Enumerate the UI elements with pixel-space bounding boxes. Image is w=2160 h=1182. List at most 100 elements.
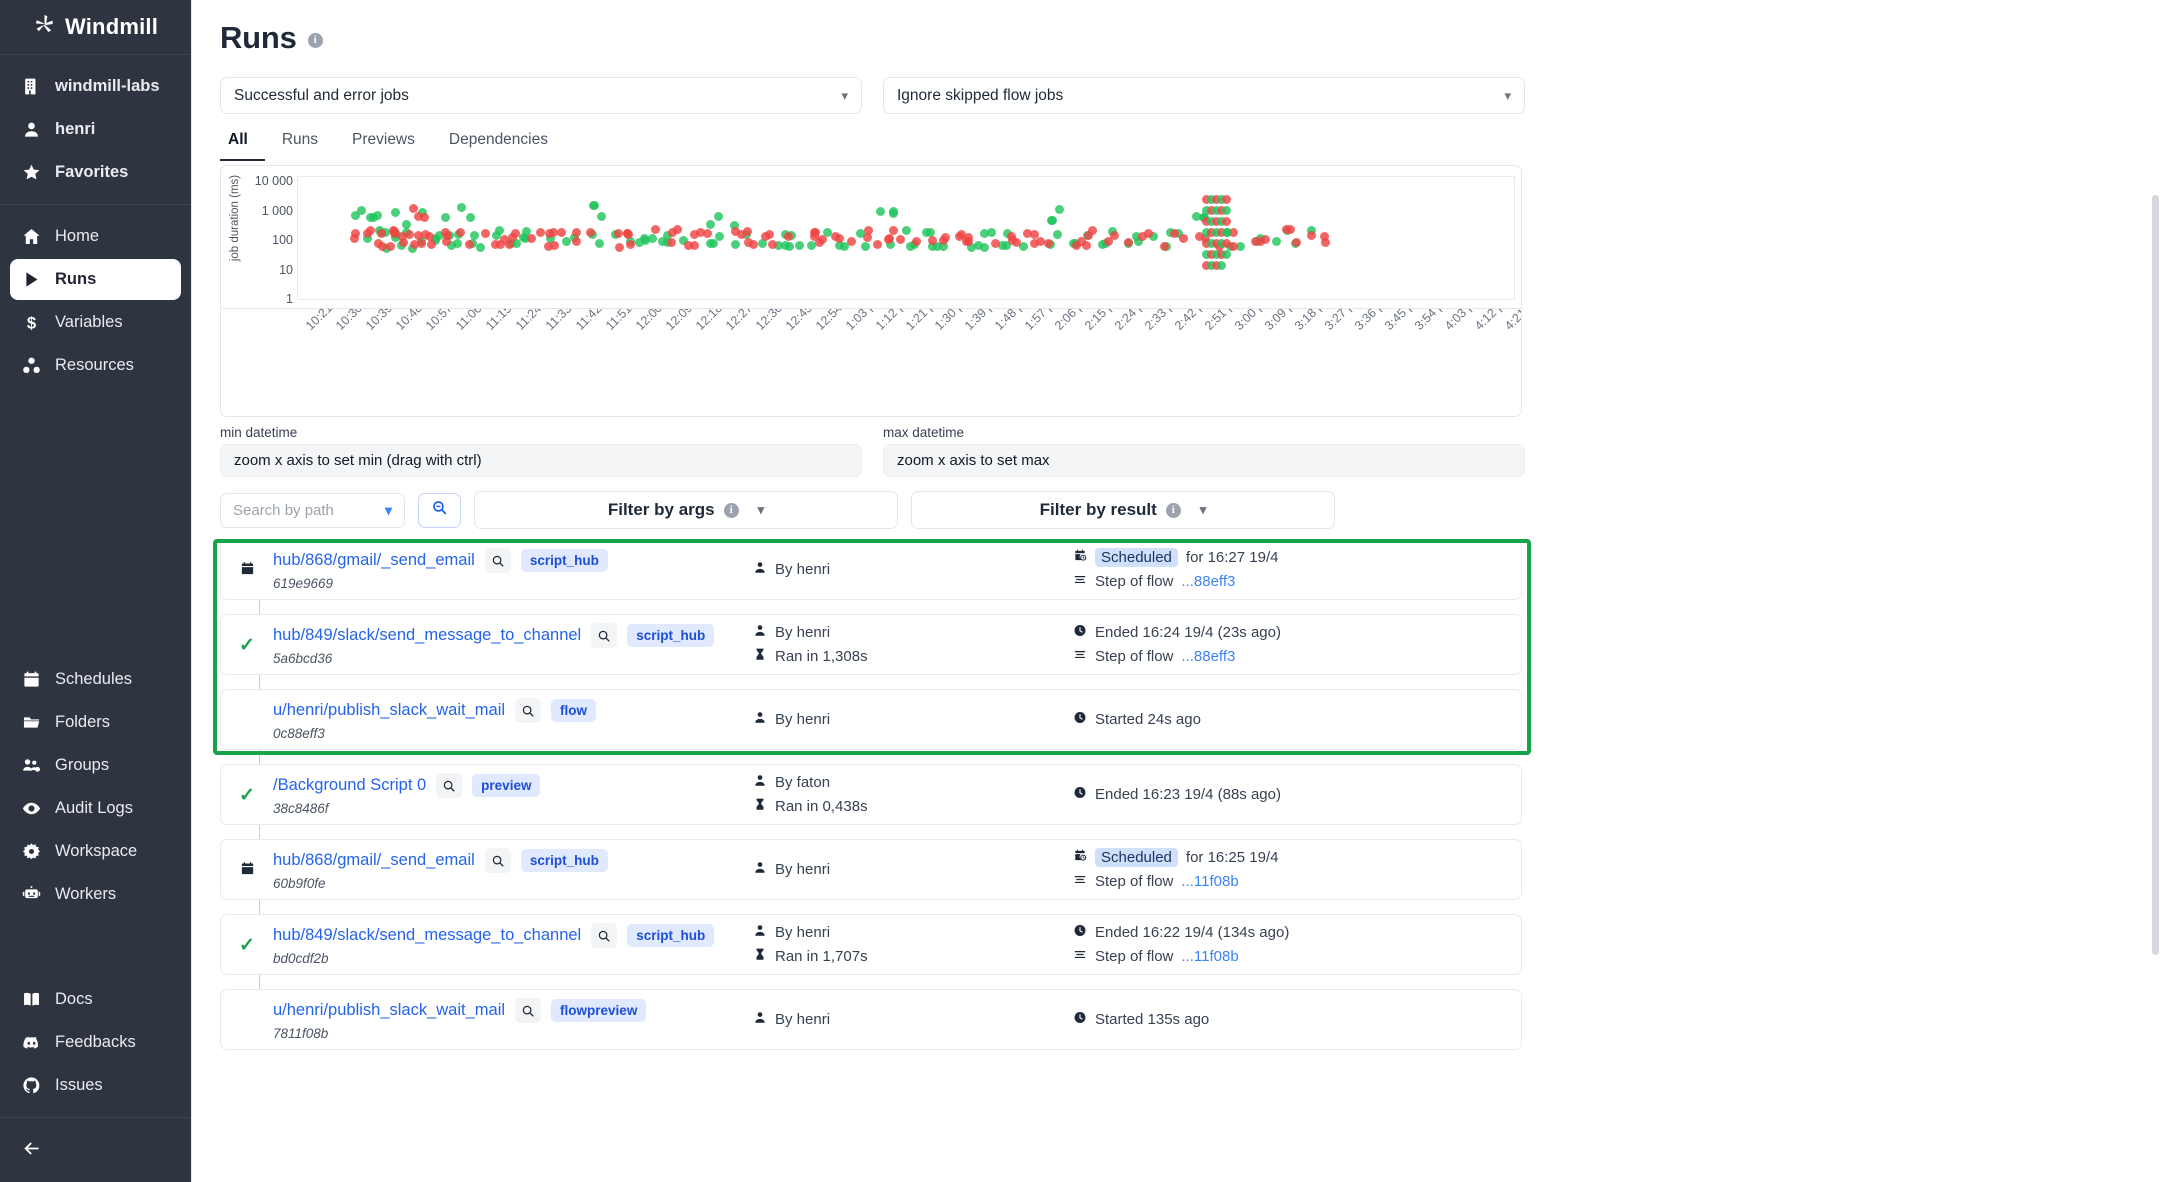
chart-data-point[interactable] bbox=[481, 229, 491, 239]
chart-data-point[interactable] bbox=[1134, 237, 1144, 247]
chart-data-point[interactable] bbox=[1200, 233, 1210, 243]
chart-data-point[interactable] bbox=[1207, 250, 1217, 259]
chart-data-point[interactable] bbox=[731, 239, 741, 249]
chart-data-point[interactable] bbox=[1109, 231, 1119, 241]
chart-data-point[interactable] bbox=[883, 235, 893, 245]
chart-data-point[interactable] bbox=[521, 233, 531, 243]
sidebar-collapse-button[interactable] bbox=[10, 1130, 181, 1166]
chart-data-point[interactable] bbox=[435, 230, 445, 240]
chart-data-point[interactable] bbox=[545, 234, 555, 244]
chart-data-point[interactable] bbox=[404, 229, 414, 239]
chart-data-point[interactable] bbox=[440, 213, 450, 223]
chart-data-point[interactable] bbox=[715, 232, 725, 242]
job-row[interactable]: hub/868/gmail/_send_email script_hub 619e9… bbox=[220, 539, 1522, 600]
chart-data-point[interactable] bbox=[374, 238, 384, 248]
chart-data-point[interactable] bbox=[1212, 239, 1222, 248]
chart-data-point[interactable] bbox=[440, 227, 450, 237]
job-id[interactable]: 619e9669 bbox=[273, 576, 334, 591]
chart-data-point[interactable] bbox=[875, 206, 885, 216]
chart-data-point[interactable] bbox=[1202, 217, 1212, 226]
chart-data-point[interactable] bbox=[1222, 217, 1232, 226]
sidebar-item-resources[interactable]: Resources bbox=[10, 345, 181, 386]
chart-data-point[interactable] bbox=[1207, 239, 1217, 248]
chart-data-point[interactable] bbox=[1202, 239, 1212, 248]
chart-data-point[interactable] bbox=[1319, 231, 1329, 241]
chart-data-point[interactable] bbox=[427, 240, 437, 250]
chart-data-point[interactable] bbox=[925, 228, 935, 238]
chart-data-point[interactable] bbox=[500, 234, 510, 244]
chart-data-point[interactable] bbox=[350, 228, 360, 238]
chart-data-point[interactable] bbox=[1212, 261, 1222, 270]
tab-previews[interactable]: Previews bbox=[352, 131, 415, 148]
chart-data-point[interactable] bbox=[834, 233, 844, 243]
job-row[interactable]: hub/868/gmail/_send_email script_hub 60b9f… bbox=[220, 825, 1522, 900]
chart-data-point[interactable] bbox=[452, 238, 462, 248]
sidebar-item-user[interactable]: henri bbox=[10, 109, 181, 150]
job-row[interactable]: ✓ /Background Script 0 preview 38c8486f By f… bbox=[220, 750, 1522, 825]
chart-data-point[interactable] bbox=[703, 229, 713, 239]
job-search-icon[interactable] bbox=[515, 698, 542, 723]
chart-data-point[interactable] bbox=[386, 241, 396, 251]
chart-data-point[interactable] bbox=[731, 227, 741, 237]
chart-data-point[interactable] bbox=[1228, 227, 1238, 237]
chart-data-point[interactable] bbox=[683, 241, 693, 251]
chart-data-point[interactable] bbox=[1043, 238, 1053, 248]
sidebar-item-workspace[interactable]: windmill-labs bbox=[10, 66, 181, 107]
page-scrollbar[interactable] bbox=[2152, 195, 2159, 955]
chart-data-point[interactable] bbox=[640, 234, 650, 244]
chart-data-point[interactable] bbox=[522, 226, 532, 236]
chart-data-point[interactable] bbox=[1320, 237, 1330, 247]
chart-data-point[interactable] bbox=[413, 212, 423, 222]
sidebar-item-workspace-settings[interactable]: Workspace bbox=[10, 831, 181, 872]
chart-data-point[interactable] bbox=[689, 241, 699, 251]
chart-data-point[interactable] bbox=[696, 228, 706, 238]
chart-data-point[interactable] bbox=[748, 239, 758, 249]
chart-data-point[interactable] bbox=[1222, 195, 1232, 204]
chart-data-point[interactable] bbox=[425, 231, 435, 241]
chart-data-point[interactable] bbox=[409, 203, 419, 213]
chart-data-point[interactable] bbox=[991, 238, 1001, 248]
chart-data-point[interactable] bbox=[1012, 238, 1022, 248]
chart-data-point[interactable] bbox=[1217, 261, 1227, 270]
chart-data-point[interactable] bbox=[855, 229, 865, 239]
chart-data-point[interactable] bbox=[1261, 235, 1271, 245]
chart-data-point[interactable] bbox=[886, 239, 896, 249]
chart-data-point[interactable] bbox=[349, 234, 359, 244]
chart-data-point[interactable] bbox=[510, 228, 520, 238]
chart-data-point[interactable] bbox=[1217, 228, 1227, 237]
chart-data-point[interactable] bbox=[562, 237, 572, 247]
job-search-icon[interactable] bbox=[484, 848, 511, 873]
chart-data-point[interactable] bbox=[1212, 217, 1222, 226]
job-flow-ref[interactable]: ...88eff3 bbox=[1181, 648, 1236, 665]
chart-data-point[interactable] bbox=[1207, 228, 1217, 237]
chart-data-point[interactable] bbox=[1207, 217, 1217, 226]
chart-data-point[interactable] bbox=[758, 239, 768, 249]
chart-data-point[interactable] bbox=[839, 242, 849, 252]
chart-data-point[interactable] bbox=[1271, 237, 1281, 247]
chart-data-point[interactable] bbox=[469, 231, 479, 241]
chart-data-point[interactable] bbox=[713, 212, 723, 222]
chart-data-point[interactable] bbox=[1202, 206, 1212, 215]
chart-data-point[interactable] bbox=[1291, 238, 1301, 248]
chart-data-point[interactable] bbox=[505, 240, 515, 250]
chart-data-point[interactable] bbox=[549, 241, 559, 251]
chart-data-point[interactable] bbox=[372, 210, 382, 220]
chart-data-point[interactable] bbox=[1202, 228, 1212, 237]
min-datetime-input[interactable]: zoom x axis to set min (drag with ctrl) bbox=[220, 444, 862, 477]
chart-data-point[interactable] bbox=[1217, 206, 1227, 215]
chart-data-point[interactable] bbox=[1053, 229, 1062, 239]
chart-data-point[interactable] bbox=[807, 241, 817, 251]
brand-logo[interactable]: Windmill bbox=[0, 0, 191, 55]
chart-data-point[interactable] bbox=[401, 219, 411, 229]
chart-data-point[interactable] bbox=[622, 229, 632, 239]
chart-data-point[interactable] bbox=[962, 237, 972, 247]
job-path-link[interactable]: u/henri/publish_slack_wait_mail bbox=[273, 1001, 506, 1019]
chart-data-point[interactable] bbox=[1217, 217, 1227, 226]
chart-data-point[interactable] bbox=[1207, 206, 1217, 215]
chart-data-point[interactable] bbox=[1212, 228, 1222, 237]
chart-data-point[interactable] bbox=[1104, 237, 1114, 247]
chart-data-point[interactable] bbox=[657, 236, 667, 246]
sidebar-item-folders[interactable]: Folders bbox=[10, 702, 181, 743]
chart-data-point[interactable] bbox=[872, 239, 882, 249]
chart-data-point[interactable] bbox=[1212, 206, 1222, 215]
